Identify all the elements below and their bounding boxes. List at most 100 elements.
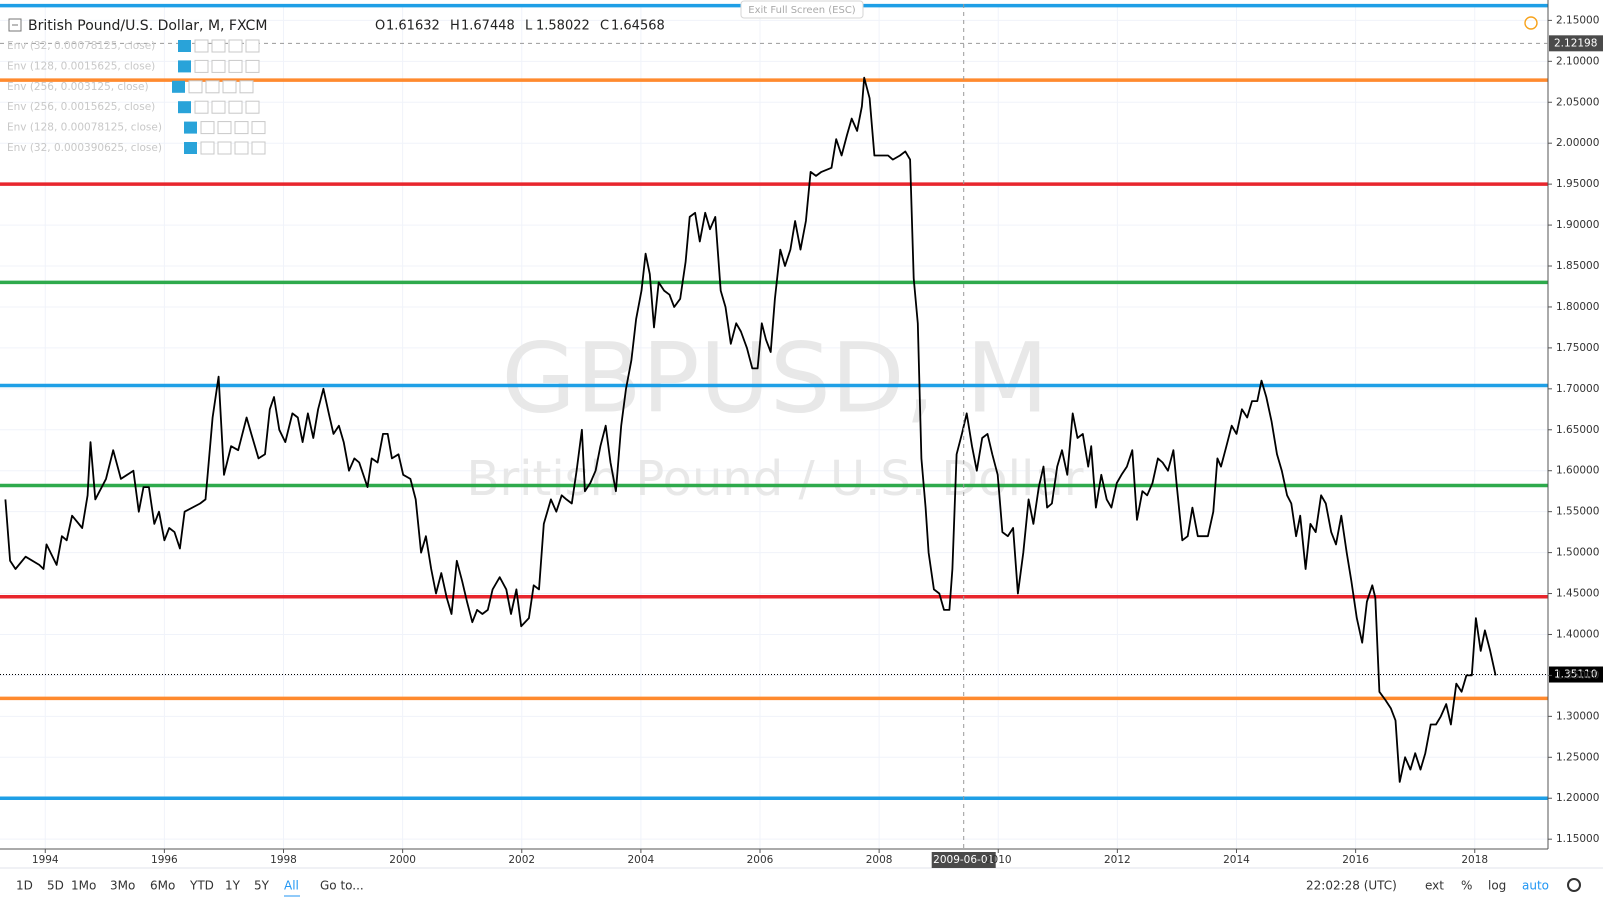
indicator-visibility[interactable] xyxy=(184,121,197,134)
toolbar-button[interactable]: YTD xyxy=(189,879,214,893)
y-tick-label: 1.60000 xyxy=(1556,465,1599,477)
y-tick-label: 1.75000 xyxy=(1556,342,1599,354)
last-price-label: 1.35110 xyxy=(1554,669,1597,681)
crosshair-x-label: 2009-06-01 xyxy=(933,854,994,866)
indicator-button[interactable] xyxy=(211,100,226,114)
y-tick-label: 1.50000 xyxy=(1556,547,1599,559)
overlay: 1.35110 2009-06-01 2.12198 British Pound/U.… xyxy=(0,4,1603,868)
toolbar-button[interactable]: 1Mo xyxy=(71,879,96,893)
y-tick-label: 1.25000 xyxy=(1556,751,1599,763)
y-tick-label: 1.65000 xyxy=(1556,424,1599,436)
toolbar-right-item[interactable]: % xyxy=(1461,879,1472,893)
indicator-visibility[interactable] xyxy=(178,101,191,114)
ohlc-value: 1.58022 xyxy=(536,19,590,34)
ohlc-value: 1.64568 xyxy=(611,19,665,34)
indicator-visibility[interactable] xyxy=(178,40,191,52)
indicator-button[interactable] xyxy=(245,100,260,114)
toolbar-right-item[interactable]: auto xyxy=(1522,879,1549,893)
toolbar-button[interactable]: 5Y xyxy=(254,879,270,893)
indicator-button[interactable] xyxy=(194,100,209,114)
last-price-box xyxy=(1549,666,1603,683)
ohlc-value: 1.67448 xyxy=(461,19,515,34)
y-tick-label: 1.95000 xyxy=(1556,178,1599,190)
indicator-button[interactable] xyxy=(239,80,254,94)
indicator-label: Env (256, 0.0015625, close) xyxy=(7,101,155,113)
indicator-visibility[interactable] xyxy=(178,60,191,73)
y-tick-label: 2.05000 xyxy=(1556,96,1599,108)
chart-title: British Pound/U.S. Dollar, M, FXCM xyxy=(28,18,267,34)
toolbar-button[interactable]: All xyxy=(284,879,299,893)
x-tick-label: 1998 xyxy=(270,854,297,866)
watermark: GBPUSD, M xyxy=(501,322,1048,434)
y-tick-label: 2.15000 xyxy=(1556,14,1599,26)
indicator-label: Env (128, 0.0015625, close) xyxy=(7,60,155,72)
indicator-label: Env (128, 0.00078125, close) xyxy=(7,122,162,134)
indicator-button[interactable] xyxy=(200,141,215,155)
indicator-visibility[interactable] xyxy=(184,142,197,154)
exit-fullscreen-button[interactable] xyxy=(740,0,864,19)
x-tick-label: 2008 xyxy=(866,854,893,866)
y-tick-label: 1.85000 xyxy=(1556,260,1599,272)
y-tick-label: 1.55000 xyxy=(1556,506,1599,518)
settings-icon[interactable] xyxy=(1567,878,1581,892)
indicator-visibility[interactable] xyxy=(172,80,185,93)
indicator-button[interactable] xyxy=(245,39,260,53)
indicator-button[interactable] xyxy=(194,59,209,73)
indicator-button[interactable] xyxy=(205,80,220,94)
indicator-button[interactable] xyxy=(222,80,237,94)
crosshair-y-box xyxy=(1549,35,1603,52)
x-tick-label: 2004 xyxy=(628,854,655,866)
grid xyxy=(0,4,1548,849)
indicator-button[interactable] xyxy=(217,141,232,155)
indicator-button[interactable] xyxy=(234,121,249,135)
x-tick-label: 2014 xyxy=(1223,854,1250,866)
x-tick-label: 2016 xyxy=(1342,854,1369,866)
ohlc-key: L xyxy=(525,19,533,34)
indicator-button[interactable] xyxy=(228,39,243,53)
watermark-subtitle: British Pound / U.S. Dollar xyxy=(467,451,1084,507)
bottom-toolbar xyxy=(0,868,1603,908)
y-tick-label: 1.70000 xyxy=(1556,383,1599,395)
indicator-button[interactable] xyxy=(228,100,243,114)
indicator-button[interactable] xyxy=(217,121,232,135)
indicator-button[interactable] xyxy=(234,141,249,155)
ohlc-key: O xyxy=(375,19,385,34)
x-tick-label: 2006 xyxy=(747,854,774,866)
toolbar-button[interactable]: 5D xyxy=(47,879,64,893)
indicator-label: Env (256, 0.003125, close) xyxy=(7,81,149,93)
crosshair-y-label: 2.12198 xyxy=(1554,37,1597,49)
indicator-button[interactable] xyxy=(194,39,209,53)
indicator-button[interactable] xyxy=(211,39,226,53)
y-tick-label: 1.35000 xyxy=(1556,669,1599,681)
toolbar-right-item[interactable]: log xyxy=(1488,879,1506,893)
toolbar-button[interactable]: 1D xyxy=(16,879,33,893)
toolbar-button[interactable]: Go to... xyxy=(320,879,364,893)
indicator-button[interactable] xyxy=(228,59,243,73)
x-tick-label: 2018 xyxy=(1461,854,1488,866)
y-tick-label: 2.10000 xyxy=(1556,55,1599,67)
ohlc-key: H xyxy=(450,19,460,34)
y-tick-label: 1.45000 xyxy=(1556,588,1599,600)
exit-fullscreen-text[interactable]: Exit Full Screen (ESC) xyxy=(748,5,856,16)
indicator-button[interactable] xyxy=(251,141,266,155)
ohlc-value: 1.61632 xyxy=(386,19,440,34)
toolbar-button[interactable]: 1Y xyxy=(225,879,241,893)
toolbar-button[interactable]: 3Mo xyxy=(110,879,135,893)
indicator-button[interactable] xyxy=(251,121,266,135)
ohlc-key: C xyxy=(600,19,609,34)
x-tick-label: 2010 xyxy=(985,854,1012,866)
indicator-button[interactable] xyxy=(245,59,260,73)
indicator-button[interactable] xyxy=(200,121,215,135)
y-tick-label: 1.90000 xyxy=(1556,219,1599,231)
toolbar-button[interactable]: 6Mo xyxy=(150,879,175,893)
indicator-button[interactable] xyxy=(211,59,226,73)
y-tick-label: 1.40000 xyxy=(1556,628,1599,640)
indicator-button[interactable] xyxy=(188,80,203,94)
x-tick-label: 1994 xyxy=(32,854,59,866)
y-tick-label: 1.20000 xyxy=(1556,792,1599,804)
y-tick-label: 2.00000 xyxy=(1556,137,1599,149)
toolbar-right-item[interactable]: ext xyxy=(1425,879,1444,893)
price-line xyxy=(4,76,1497,783)
